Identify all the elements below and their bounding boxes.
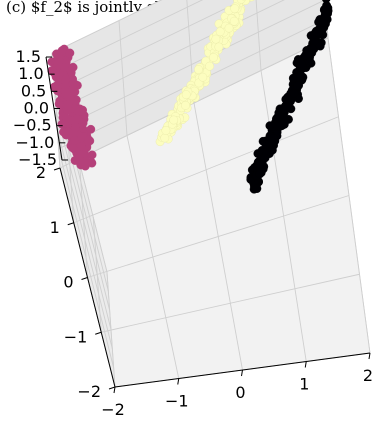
x-tick-mark: [368, 352, 371, 360]
scatter-point: [318, 18, 328, 28]
scatter-point: [224, 23, 234, 33]
y-tick-mark: [108, 386, 116, 390]
scatter-point: [160, 133, 170, 143]
grid-line: [92, 217, 102, 333]
scatter-point: [248, 0, 255, 2]
z-tick-label: 1.5: [16, 47, 41, 66]
scatter-point: [211, 34, 221, 44]
scatter-point: [70, 80, 80, 89]
scatter-point: [215, 27, 225, 37]
scatter-point: [86, 124, 96, 134]
y-tick-mark: [81, 277, 88, 280]
scatter-point: [230, 4, 240, 14]
grid-line: [118, 20, 128, 136]
data-points: [47, 0, 333, 194]
x-tick-label: 1: [299, 375, 309, 394]
scatter-point: [70, 136, 79, 145]
y-tick-mark: [53, 167, 61, 171]
x-tick-label: 0: [235, 383, 245, 402]
grid-line: [73, 116, 339, 224]
scatter-point: [65, 48, 75, 58]
scatter-point: [229, 16, 239, 26]
scatter-point: [296, 71, 306, 80]
scatter-point: [255, 169, 264, 179]
scatter-point: [194, 65, 203, 74]
z-tick-label: 0.0: [24, 99, 49, 118]
scatter-point: [312, 28, 322, 37]
y-tick-mark: [67, 222, 74, 226]
x-tick-mark: [113, 386, 116, 394]
x-tick-mark: [177, 378, 180, 385]
axis-lines: [45, 56, 371, 394]
scatter-point: [161, 126, 171, 135]
scatter-point: [275, 121, 285, 131]
z-tick-label: −1.0: [15, 133, 54, 152]
z-tick-label: −0.5: [13, 116, 52, 135]
scatter-point: [59, 63, 69, 72]
grid-line: [51, 0, 163, 54]
z-tick-label: −1.5: [18, 150, 57, 169]
scatter-point: [214, 42, 224, 52]
scatter-point: [70, 156, 80, 165]
scatter-point: [66, 96, 75, 105]
scatter-point: [255, 159, 265, 169]
scatter-point: [280, 105, 290, 115]
scatter-point: [87, 150, 97, 160]
scatter-point: [181, 101, 190, 110]
scatter-point: [321, 3, 331, 13]
scatter-point: [267, 137, 277, 147]
scatter-point: [76, 142, 86, 151]
scatter-point: [236, 0, 246, 4]
y-tick-label: 0: [63, 273, 73, 292]
scatter-point: [68, 143, 77, 153]
y-tick-label: −2: [77, 382, 101, 401]
scatter-point: [70, 123, 80, 133]
grid-line: [101, 273, 360, 333]
z-tick-label: 1.0: [18, 64, 43, 83]
x-tick-mark: [241, 369, 243, 377]
scatter-point: [181, 90, 191, 100]
scatter-point: [293, 81, 302, 91]
scatter-point: [260, 153, 270, 163]
scatter-point: [62, 114, 71, 124]
scatter-point: [265, 121, 275, 131]
y-tick-label: −1: [64, 327, 88, 346]
x-tick-label: 2: [363, 366, 373, 385]
scatter-point: [205, 61, 215, 71]
grid-line: [106, 271, 116, 388]
scatter-point: [61, 74, 71, 84]
grid-line: [255, 0, 262, 71]
scatter-point: [289, 89, 299, 98]
scatter-point: [296, 59, 306, 68]
y-tick-label: 2: [36, 163, 46, 182]
scatter-point: [303, 47, 313, 57]
scatter-point: [209, 53, 218, 62]
y-tick-mark: [95, 331, 102, 335]
scatter-point: [74, 107, 83, 117]
scatter-point: [198, 72, 208, 82]
scatter-point: [77, 132, 86, 141]
grid-line: [87, 195, 350, 278]
scatter-point: [54, 99, 64, 109]
scatter-point: [252, 184, 262, 194]
z-tick-label: 0.5: [21, 81, 46, 100]
grid-line: [79, 162, 88, 278]
x-tick-label: −2: [101, 400, 125, 419]
x-tick-mark: [304, 361, 307, 368]
y-tick-label: 1: [50, 218, 60, 237]
scatter-point: [315, 41, 325, 51]
scatter-point: [76, 160, 86, 170]
x-tick-label: −1: [165, 392, 189, 411]
scatter-point: [169, 115, 179, 125]
scatter-point: [57, 46, 67, 55]
